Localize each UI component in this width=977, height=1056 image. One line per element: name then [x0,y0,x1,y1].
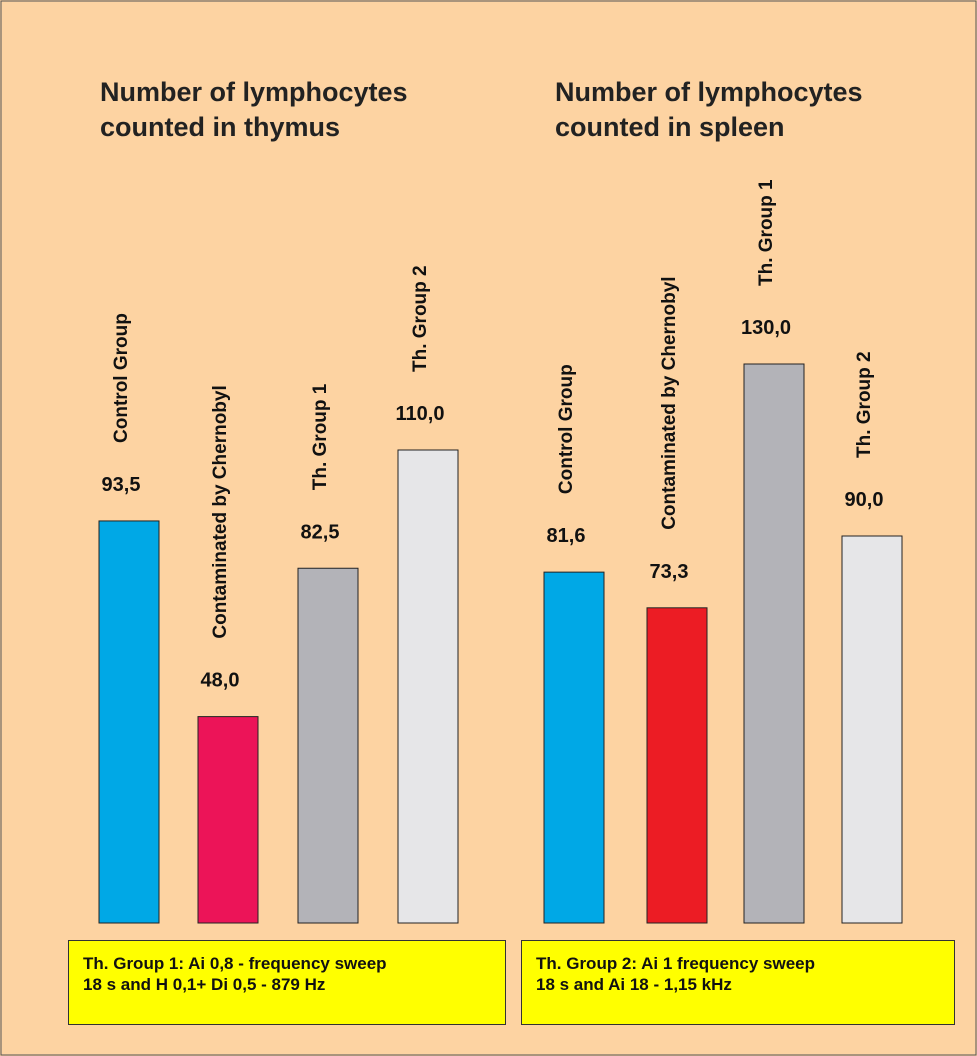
bar [646,607,708,924]
category-label: Contaminated by Chernobyl [659,276,680,529]
category-label: Th. Group 1 [756,179,777,286]
bar [197,716,259,924]
note-line: 18 s and H 0,1+ Di 0,5 - 879 Hz [83,975,326,994]
note-line: Th. Group 2: Ai 1 frequency sweep [536,954,815,973]
bar [543,571,605,924]
bar [743,363,805,924]
note-line: Th. Group 1: Ai 0,8 - frequency sweep [83,954,387,973]
value-label: 130,0 [741,317,791,339]
note-box: Th. Group 1: Ai 0,8 - frequency sweep 18 … [68,940,506,1025]
value-label: 81,6 [547,525,586,547]
category-label: Contaminated by Chernobyl [210,385,231,638]
bar [297,567,359,924]
bar [397,449,459,924]
value-label: 73,3 [650,561,689,583]
category-label: Th. Group 1 [310,383,331,490]
bar [98,520,160,924]
chart-title: Number of lymphocytes counted in spleen [555,77,863,142]
value-label: 90,0 [845,489,884,511]
category-label: Control Group [556,364,577,494]
chart-title: Number of lymphocytes counted in thymus [100,77,408,142]
value-label: 110,0 [396,403,445,425]
note-line: 18 s and Ai 18 - 1,15 kHz [536,975,732,994]
value-label: 82,5 [301,521,340,543]
category-label: Th. Group 2 [854,351,875,458]
note-box: Th. Group 2: Ai 1 frequency sweep 18 s an… [521,940,955,1025]
category-label: Control Group [111,313,132,443]
value-label: 93,5 [102,474,141,496]
category-label: Th. Group 2 [410,265,431,372]
value-label: 48,0 [201,670,240,692]
bar [841,535,903,924]
